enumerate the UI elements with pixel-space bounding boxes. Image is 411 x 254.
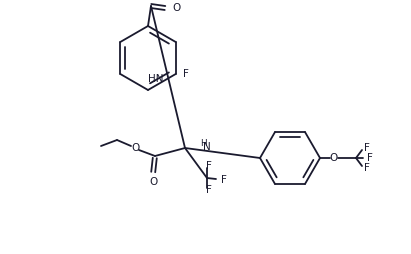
Text: F: F (364, 163, 370, 173)
Text: F: F (367, 153, 373, 163)
Text: F: F (364, 143, 370, 153)
Text: O: O (330, 153, 338, 163)
Text: HN: HN (148, 74, 164, 84)
Text: F: F (183, 69, 189, 79)
Text: F: F (221, 175, 227, 185)
Text: H: H (200, 138, 206, 148)
Text: F: F (206, 161, 212, 171)
Text: O: O (149, 177, 157, 187)
Text: N: N (203, 142, 211, 152)
Text: O: O (131, 143, 139, 153)
Text: O: O (172, 3, 180, 13)
Text: F: F (206, 185, 212, 195)
